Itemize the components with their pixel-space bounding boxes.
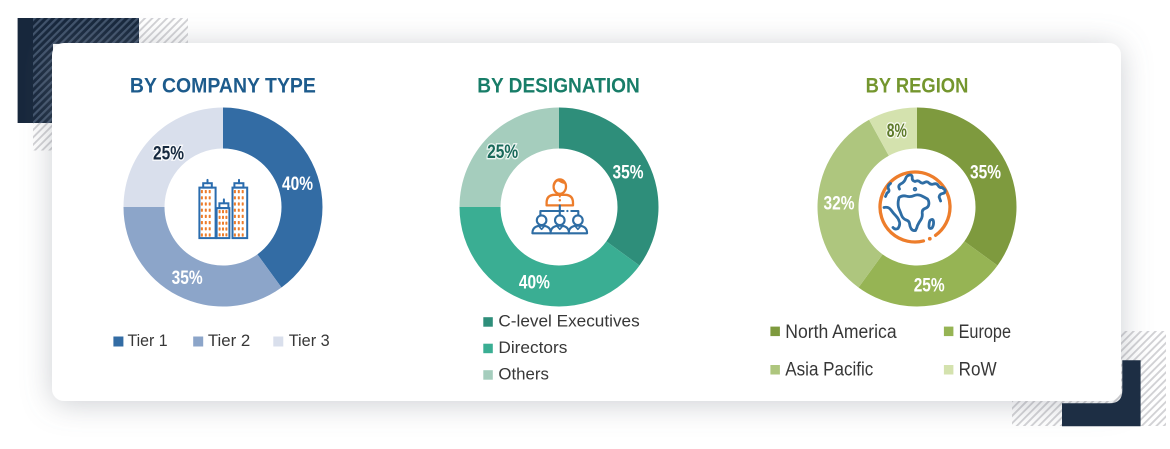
- svg-text:BY COMPANY TYPE: BY COMPANY TYPE: [130, 73, 316, 97]
- svg-text:25%: 25%: [487, 142, 518, 163]
- svg-text:BY REGION: BY REGION: [866, 73, 969, 97]
- svg-text:40%: 40%: [282, 174, 313, 195]
- svg-text:25%: 25%: [914, 275, 945, 296]
- svg-text:Tier 3: Tier 3: [289, 331, 330, 350]
- svg-text:Tier 1: Tier 1: [128, 331, 168, 350]
- svg-text:North America: North America: [785, 322, 897, 343]
- svg-text:35%: 35%: [613, 163, 644, 184]
- svg-text:Directors: Directors: [498, 338, 567, 357]
- svg-text:C-level Executives: C-level Executives: [498, 311, 639, 330]
- svg-text:32%: 32%: [824, 193, 855, 214]
- svg-text:BY DESIGNATION: BY DESIGNATION: [477, 73, 640, 97]
- svg-text:Tier 2: Tier 2: [208, 331, 250, 350]
- svg-text:Asia Pacific: Asia Pacific: [785, 360, 873, 381]
- svg-text:40%: 40%: [519, 272, 550, 293]
- svg-text:RoW: RoW: [959, 360, 997, 381]
- svg-text:35%: 35%: [172, 268, 203, 289]
- svg-text:Europe: Europe: [959, 322, 1011, 343]
- svg-text:25%: 25%: [153, 143, 184, 164]
- svg-text:35%: 35%: [970, 163, 1001, 184]
- svg-text:Others: Others: [498, 364, 549, 383]
- svg-text:8%: 8%: [887, 121, 907, 142]
